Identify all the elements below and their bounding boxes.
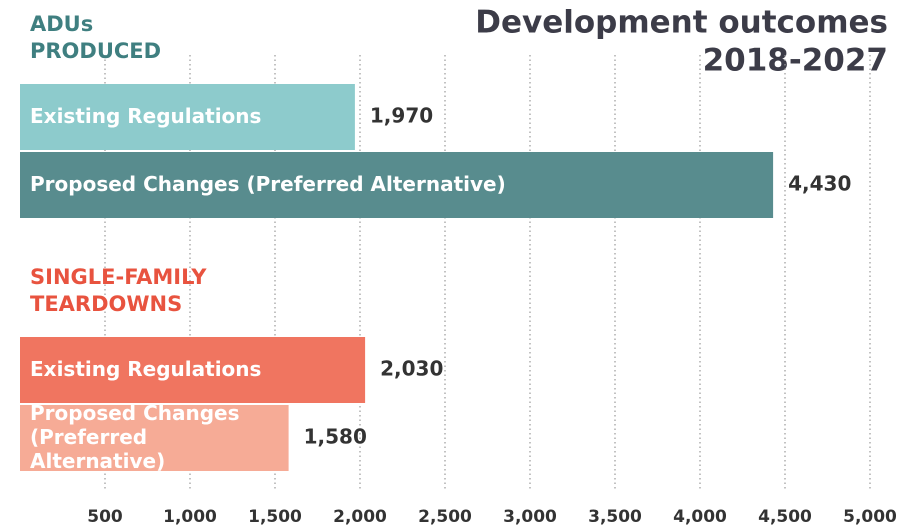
bar-label: Proposed Changes (Preferred Alternative) [30,172,506,196]
value-label: 2,030 [380,357,443,381]
bar-label: Existing Regulations [30,104,261,128]
grid [104,55,871,490]
x-tick-label: 4,500 [758,507,812,527]
bar [20,405,289,471]
bar [20,84,355,150]
x-tick-label: 2,500 [418,507,472,527]
chart-subtitle: 2018-2027 [703,43,888,79]
bar [20,337,366,403]
bar-label: Existing Regulations [30,357,261,381]
bar-label: Proposed Changes (Preferred Alternative) [30,401,246,473]
x-tick-label: 1,500 [248,507,302,527]
bar [20,152,774,218]
group-heading: ADUs PRODUCED [30,12,161,63]
value-label: 1,970 [370,104,433,128]
value-label: 1,580 [304,425,367,449]
x-tick-label: 500 [87,507,123,527]
x-tick-label: 4,000 [673,507,727,527]
x-tick-label: 5,000 [843,507,897,527]
group-heading: SINGLE-FAMILY TEARDOWNS [30,265,214,316]
x-tick-label: 3,000 [503,507,557,527]
chart-title: Development outcomes [475,5,888,41]
x-tick-label: 2,000 [333,507,387,527]
x-tick-label: 3,500 [588,507,642,527]
x-tick-label: 1,000 [163,507,217,527]
value-label: 4,430 [788,172,851,196]
